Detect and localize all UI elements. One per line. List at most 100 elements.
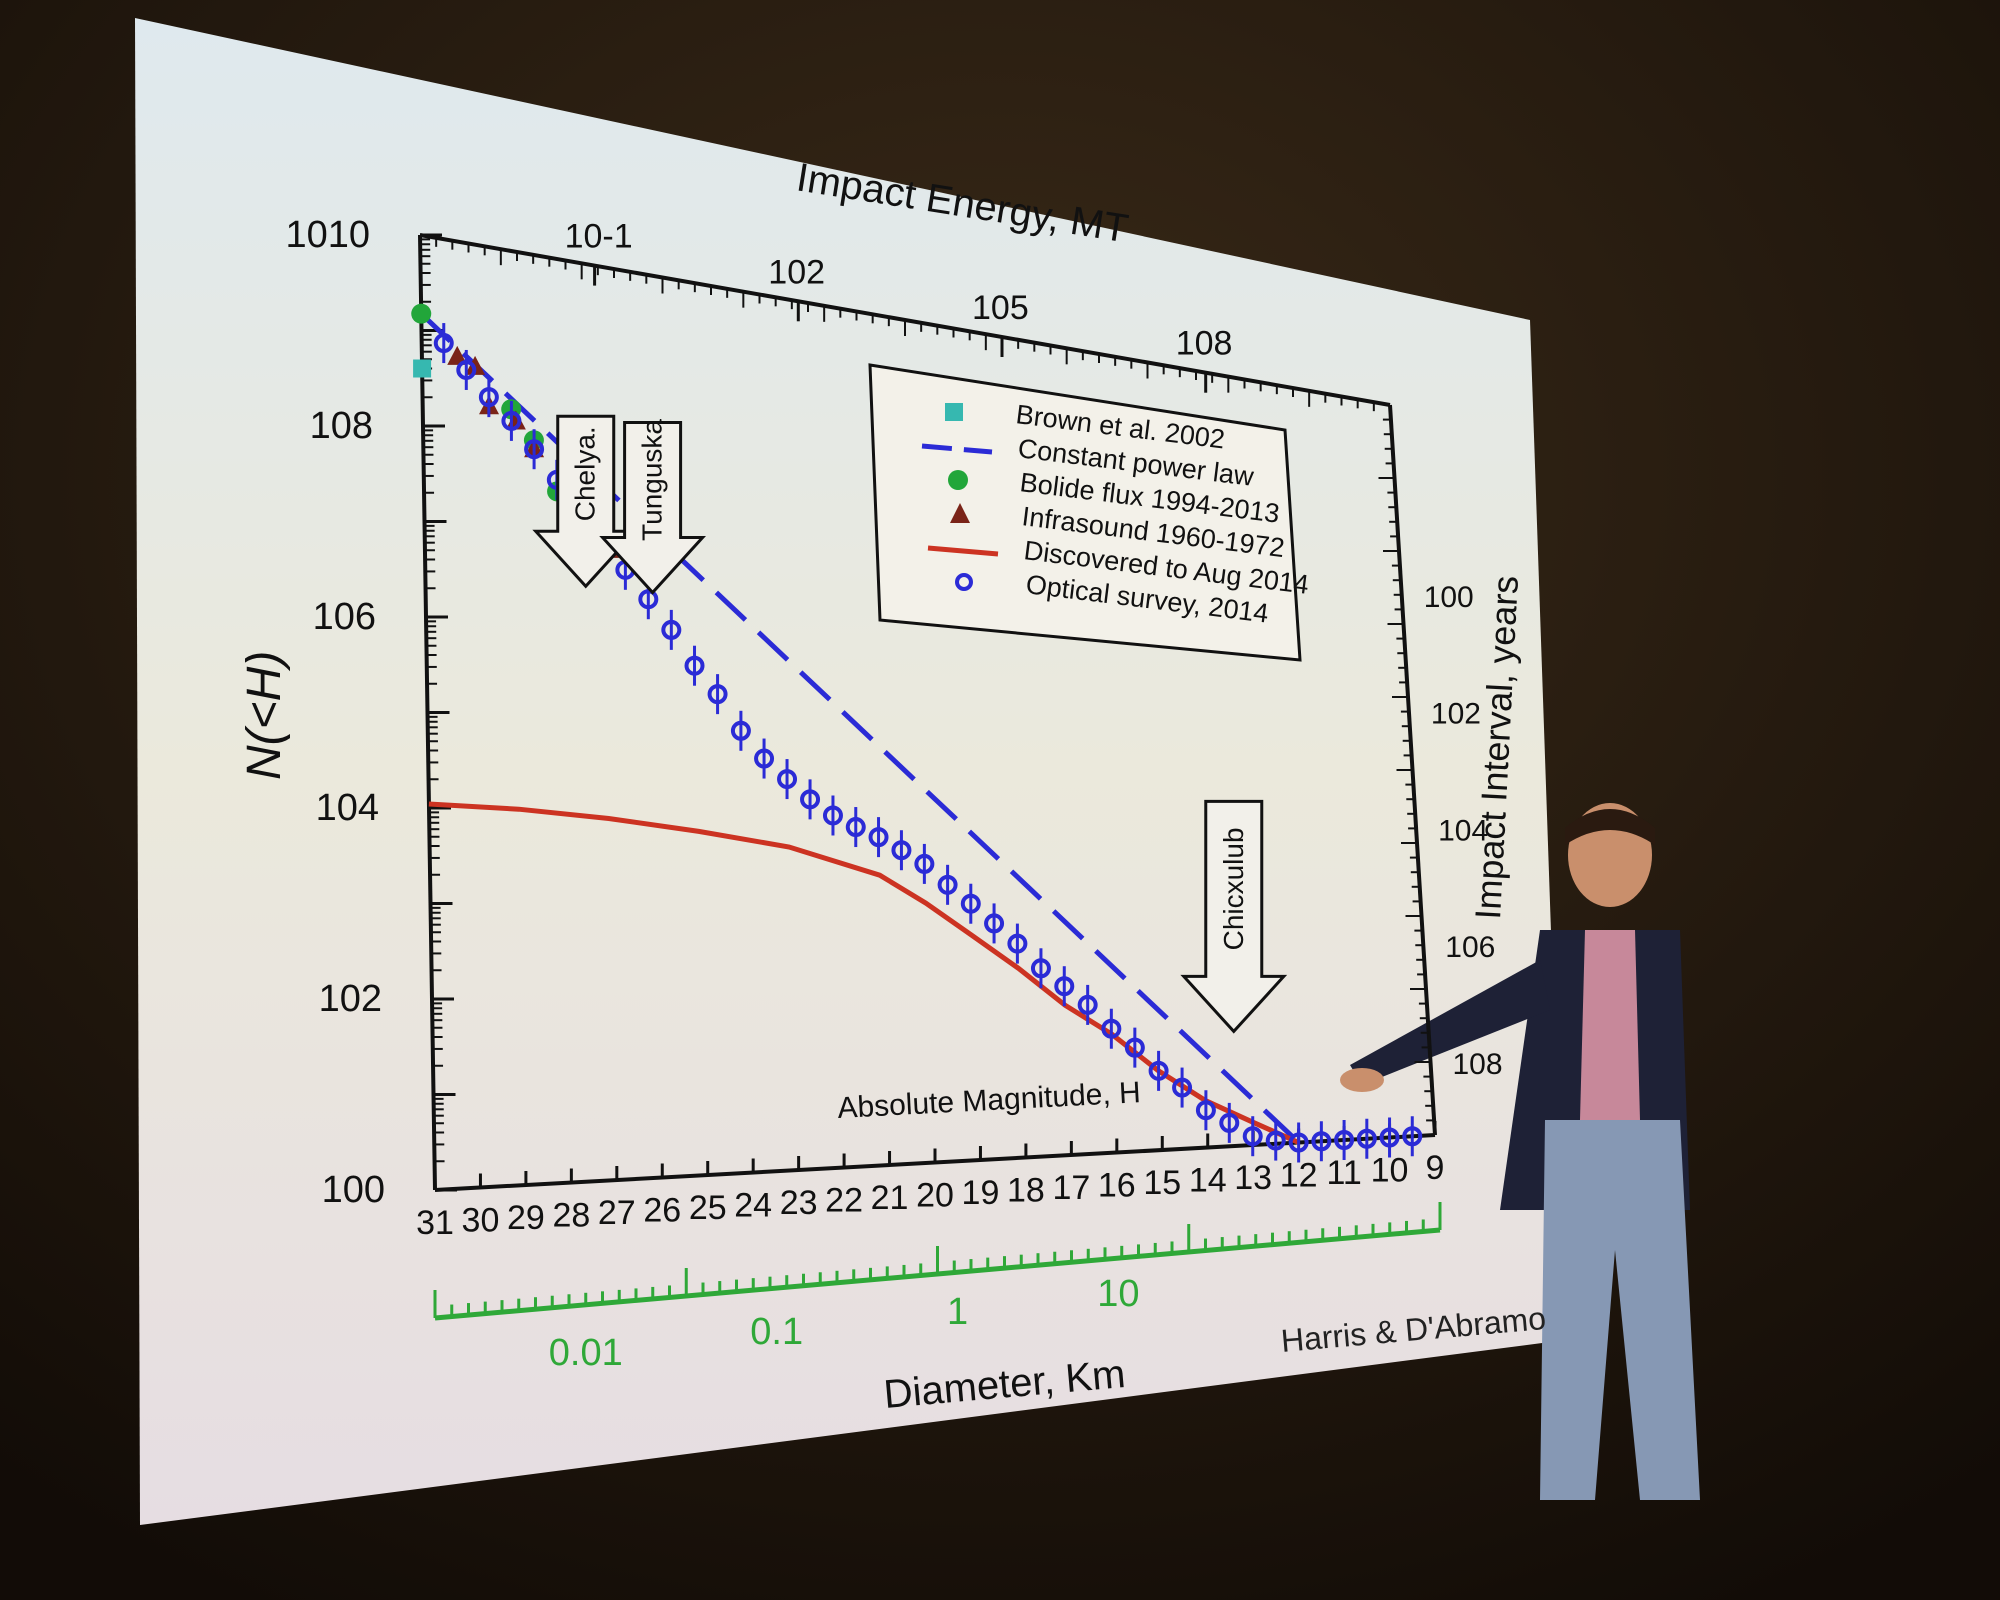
- data-point: [1054, 976, 1075, 997]
- data-point: [707, 684, 728, 705]
- data-point: [1334, 1130, 1355, 1150]
- annotation-label: Chicxulub: [1218, 827, 1249, 950]
- diameter-axis: 0.01 0.1 1 10: [433, 1202, 1442, 1374]
- annotation-arrow: Tunguska: [599, 419, 706, 595]
- x-tick-label: 11: [1326, 1154, 1361, 1192]
- x-tick-label: 12: [1280, 1157, 1318, 1195]
- data-point: [501, 410, 522, 431]
- x-tick-label: 23: [780, 1184, 818, 1222]
- x-tick-label: 21: [871, 1179, 909, 1217]
- x-tick-label: 17: [1052, 1169, 1090, 1207]
- data-point: [1379, 1127, 1400, 1148]
- data-point: [822, 805, 843, 826]
- data-point: [478, 387, 499, 408]
- diameter-tick-label: 0.01: [549, 1332, 623, 1374]
- data-point: [754, 748, 775, 769]
- legend-swatch: [921, 443, 993, 455]
- data-point: [1356, 1128, 1377, 1149]
- arrow-shape: [599, 420, 706, 595]
- annotation-label: Chelya.: [570, 426, 601, 521]
- data-point: [891, 840, 912, 861]
- top-tick-label: 10-1: [565, 218, 633, 256]
- data-point: [1007, 933, 1028, 954]
- y-tick-label: 108: [310, 405, 373, 447]
- data-point: [914, 853, 935, 874]
- data-point: [1101, 1018, 1122, 1039]
- axis-labels: 31 30 29 28 27 26 25 24 23 22 21 20 19 18 17 16 15 14 13 12…: [285, 214, 1502, 1242]
- x-tick-label: 26: [643, 1192, 681, 1230]
- diameter-tick-label: 1: [947, 1291, 968, 1333]
- data-point: [1124, 1037, 1145, 1058]
- diameter-tick-label: 0.1: [750, 1311, 803, 1353]
- y-tick-label: 106: [313, 596, 376, 638]
- data-point: [1402, 1126, 1423, 1147]
- x-tick-label: 10: [1371, 1152, 1409, 1190]
- y-axis-label: N(<H): [238, 651, 291, 780]
- annotation-arrow: Chicxulub: [1180, 799, 1288, 1034]
- y-tick-label: 100: [322, 1169, 385, 1211]
- data-point: [960, 893, 981, 914]
- top-tick-label: 105: [972, 289, 1029, 327]
- annotation-label: Tunguska: [637, 419, 668, 541]
- data-point: [730, 720, 751, 741]
- x-tick-label: 15: [1143, 1164, 1181, 1202]
- right-tick-label: 104: [1438, 814, 1488, 847]
- x-tick-label: 16: [1098, 1167, 1136, 1205]
- data-point: [524, 439, 545, 460]
- right-tick-label: 106: [1445, 931, 1495, 964]
- x-tick-label: 20: [916, 1177, 954, 1215]
- data-point: [433, 333, 454, 354]
- x-tick-label: 29: [507, 1199, 545, 1237]
- top-tick-label: 108: [1176, 325, 1233, 363]
- x-tick-label: 9: [1426, 1149, 1445, 1187]
- legend-box: [868, 363, 1302, 662]
- top-tick-label: 102: [768, 253, 825, 291]
- data-point: [1265, 1130, 1286, 1151]
- x-tick-label: 22: [825, 1182, 863, 1220]
- x-tick-label: 30: [462, 1202, 500, 1240]
- data-point: [413, 359, 432, 378]
- legend-swatch: [945, 403, 963, 421]
- x-tick-label: 18: [1007, 1172, 1045, 1210]
- data-point: [1172, 1077, 1193, 1098]
- right-tick-label: 100: [1424, 581, 1474, 614]
- series-0: [413, 359, 432, 378]
- data-point: [1077, 994, 1098, 1015]
- data-point: [661, 619, 682, 640]
- diameter-tick-label: 10: [1097, 1273, 1139, 1315]
- speaker-figure: [1340, 803, 1700, 1500]
- annotations: Chelya. Tunguska Chicxulub: [532, 414, 1288, 1034]
- x-tick-label: 24: [734, 1187, 772, 1225]
- data-point: [1148, 1060, 1169, 1081]
- x-tick-label: 13: [1234, 1159, 1272, 1197]
- data-point: [638, 589, 659, 610]
- x-tick-label: 27: [598, 1194, 636, 1232]
- data-point: [456, 359, 477, 380]
- legend-swatch: [950, 503, 970, 523]
- data-point: [984, 913, 1005, 934]
- y-tick-label: 1010: [285, 214, 370, 256]
- x-tick-label: 14: [1189, 1162, 1227, 1200]
- x-tick-label: 19: [962, 1174, 1000, 1212]
- right-tick-label: 102: [1431, 698, 1481, 731]
- y-tick-label: 102: [319, 978, 382, 1020]
- x-tick-label: 25: [689, 1189, 727, 1227]
- right-tick-label: 108: [1453, 1048, 1503, 1081]
- x-tick-label: 31: [416, 1204, 454, 1242]
- y-tick-label: 104: [316, 787, 379, 829]
- data-point: [1311, 1131, 1332, 1152]
- data-point: [1219, 1112, 1240, 1133]
- data-point: [1242, 1126, 1263, 1147]
- data-point: [1288, 1132, 1309, 1153]
- data-point: [684, 655, 705, 676]
- data-point: [800, 789, 821, 810]
- legend-swatch: [927, 545, 999, 557]
- data-point: [845, 817, 866, 838]
- data-point: [411, 303, 432, 324]
- data-point: [447, 345, 468, 365]
- legend-swatch: [948, 470, 968, 490]
- data-point: [868, 827, 889, 848]
